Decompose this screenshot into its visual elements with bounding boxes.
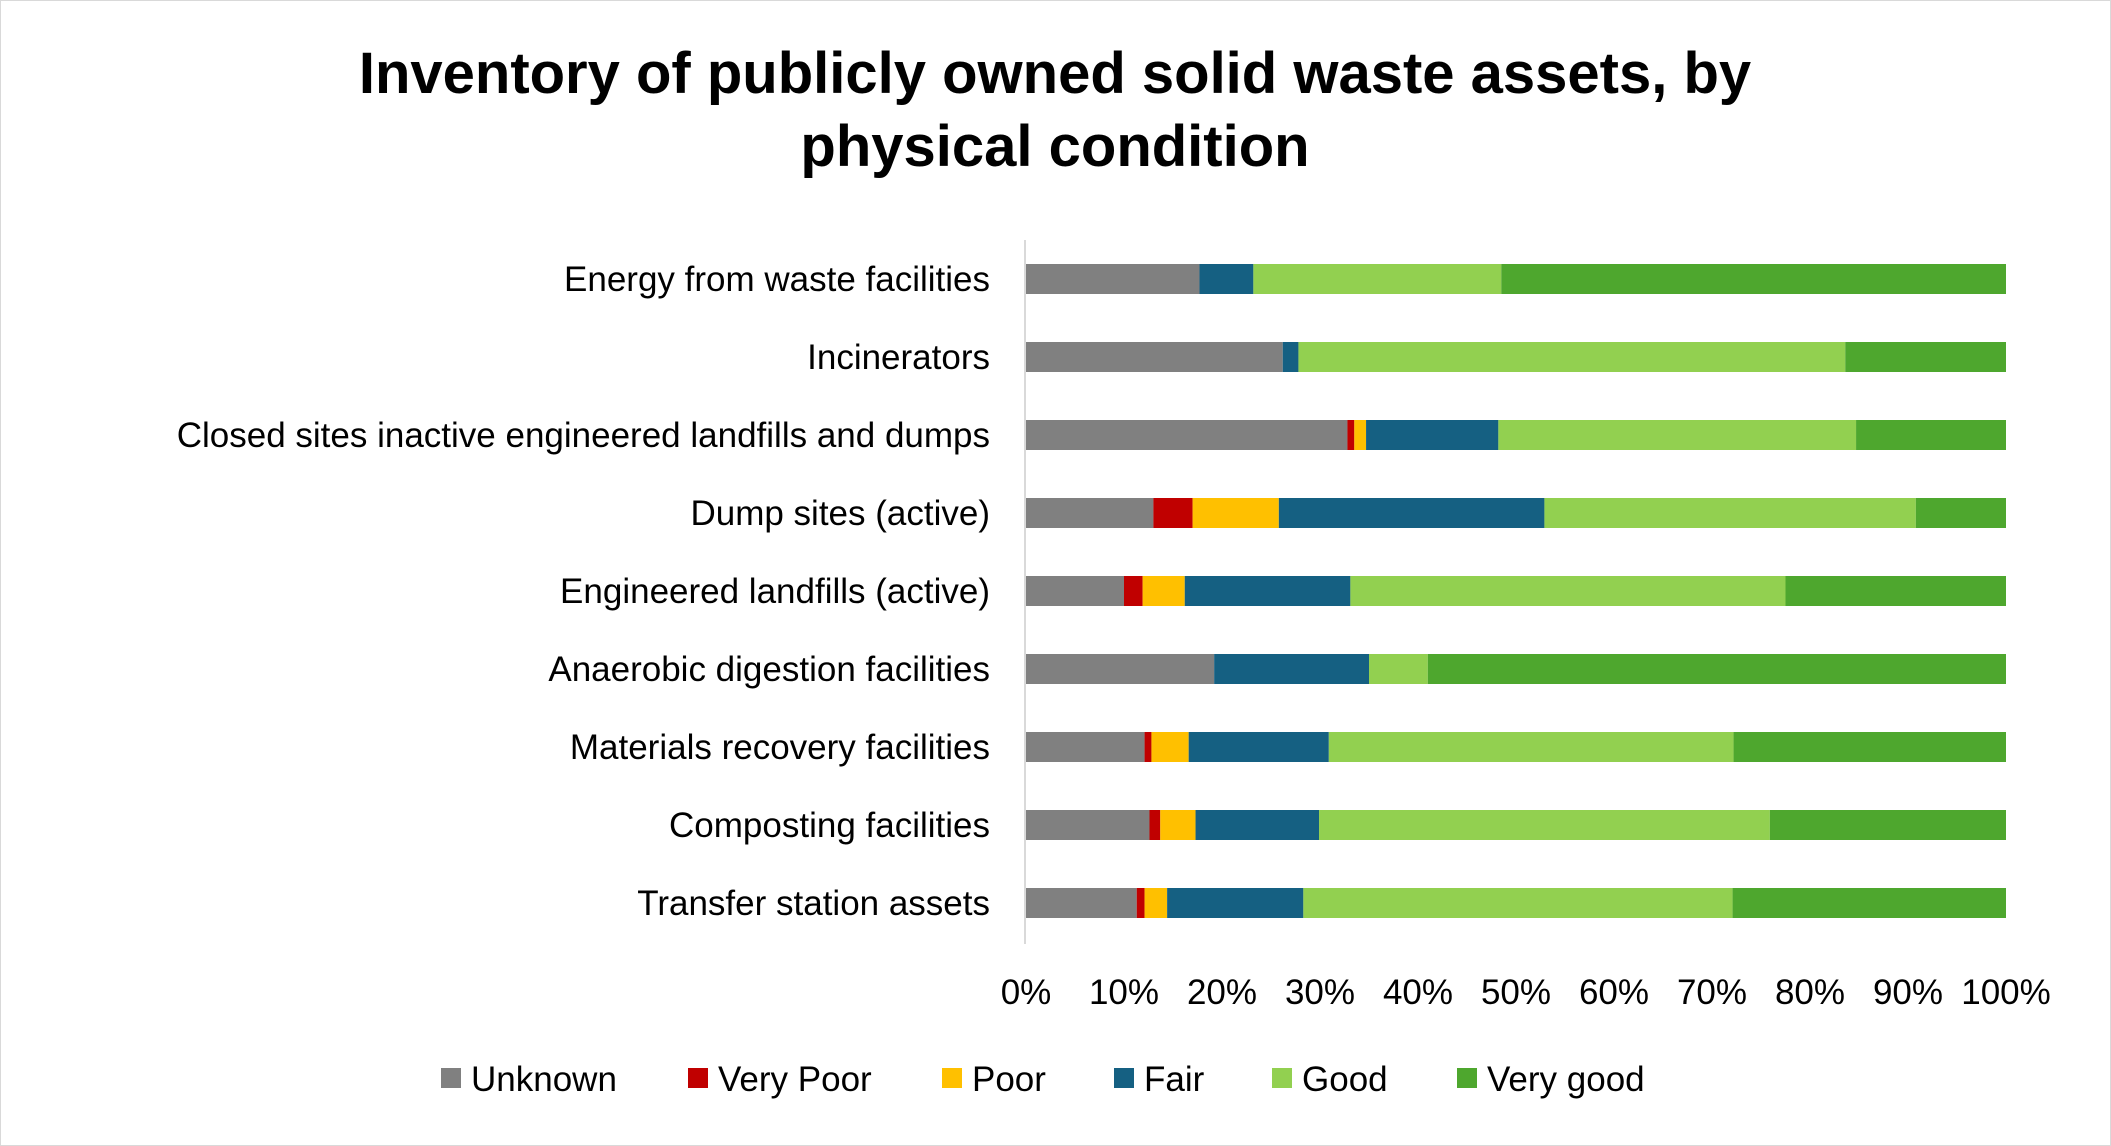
bar-segment-poor <box>1192 498 1279 528</box>
category-label: Anaerobic digestion facilities <box>548 650 990 689</box>
bar-segment-unknown <box>1026 732 1145 762</box>
legend-item: Fair <box>1114 1060 1205 1099</box>
category-label: Composting facilities <box>669 806 990 845</box>
bar-segment-good <box>1253 264 1502 294</box>
bar-segment-unknown <box>1026 888 1137 918</box>
bar-segment-good <box>1369 654 1428 684</box>
bar-segment-very-good <box>1785 576 2006 606</box>
bar-segment-unknown <box>1026 810 1150 840</box>
category-label: Energy from waste facilities <box>564 260 990 299</box>
bar-segment-very-poor <box>1136 888 1145 918</box>
legend-label: Very Poor <box>718 1060 872 1099</box>
bar-segment-fair <box>1188 732 1329 762</box>
bar-segment-poor <box>1144 888 1168 918</box>
bar-segment-very-poor <box>1144 732 1152 762</box>
bar-segment-unknown <box>1026 498 1154 528</box>
bar-segment-good <box>1319 810 1770 840</box>
x-tick-label: 80% <box>1775 973 1845 1012</box>
bar-segment-fair <box>1278 498 1545 528</box>
bar-segment-very-good <box>1427 654 2006 684</box>
category-label: Incinerators <box>807 338 990 377</box>
chart-title-line-1: Inventory of publicly owned solid waste … <box>359 41 1751 106</box>
legend-item: Poor <box>942 1060 1046 1099</box>
legend-label: Poor <box>972 1060 1046 1099</box>
category-label: Closed sites inactive engineered landfil… <box>177 416 990 455</box>
legend-item: Very Poor <box>688 1060 872 1099</box>
legend-swatch <box>1457 1068 1477 1088</box>
x-tick-label: 50% <box>1481 973 1551 1012</box>
category-label: Materials recovery facilities <box>570 728 990 767</box>
bar-segment-good <box>1350 576 1786 606</box>
x-tick-label: 20% <box>1187 973 1257 1012</box>
x-tick-label: 60% <box>1579 973 1649 1012</box>
bar-segment-very-poor <box>1347 420 1355 450</box>
bar-segment-very-good <box>1501 264 2006 294</box>
bar-segment-good <box>1303 888 1733 918</box>
bar-segment-unknown <box>1026 264 1200 294</box>
bar-segment-fair <box>1184 576 1351 606</box>
bar-segment-very-poor <box>1149 810 1161 840</box>
bar-segment-good <box>1544 498 1916 528</box>
legend-swatch <box>1272 1068 1292 1088</box>
bar-segment-good <box>1328 732 1734 762</box>
legend-swatch <box>942 1068 962 1088</box>
bar-segment-poor <box>1160 810 1196 840</box>
legend-label: Good <box>1302 1060 1388 1099</box>
x-tick-label: 10% <box>1089 973 1159 1012</box>
bar-segment-very-good <box>1856 420 2006 450</box>
bar-segment-good <box>1498 420 1857 450</box>
legend-swatch <box>441 1068 461 1088</box>
bar-segment-unknown <box>1026 654 1215 684</box>
bar-segment-fair <box>1167 888 1304 918</box>
x-tick-label: 0% <box>1001 973 1052 1012</box>
bar-segment-very-poor <box>1124 576 1143 606</box>
legend-swatch <box>688 1068 708 1088</box>
bar-segment-very-good <box>1845 342 2006 372</box>
x-tick-label: 30% <box>1285 973 1355 1012</box>
bar-segment-poor <box>1354 420 1367 450</box>
category-label: Transfer station assets <box>637 884 990 923</box>
bar-segment-unknown <box>1026 576 1124 606</box>
x-tick-label: 70% <box>1677 973 1747 1012</box>
bar-segment-very-good <box>1733 732 2006 762</box>
bar-segment-fair <box>1195 810 1320 840</box>
x-tick-label: 100% <box>1961 973 2051 1012</box>
bar-segment-fair <box>1366 420 1499 450</box>
legend-label: Unknown <box>471 1060 617 1099</box>
bar-segment-poor <box>1142 576 1185 606</box>
bar-segment-good <box>1298 342 1846 372</box>
bar-segment-unknown <box>1026 342 1283 372</box>
bar-segment-very-good <box>1732 888 2006 918</box>
bar-segment-unknown <box>1026 420 1348 450</box>
legend-label: Fair <box>1144 1060 1205 1099</box>
legend-item: Unknown <box>441 1060 617 1099</box>
category-label: Engineered landfills (active) <box>560 572 990 611</box>
bar-segment-fair <box>1214 654 1369 684</box>
x-tick-label: 40% <box>1383 973 1453 1012</box>
legend-item: Good <box>1272 1060 1388 1099</box>
legend-item: Very good <box>1457 1060 1645 1099</box>
bar-segment-very-poor <box>1153 498 1193 528</box>
bar-segment-fair <box>1199 264 1254 294</box>
legend-swatch <box>1114 1068 1134 1088</box>
bar-segment-very-good <box>1915 498 2006 528</box>
chart-title-line-2: physical condition <box>800 114 1309 179</box>
bar-segment-very-good <box>1769 810 2006 840</box>
x-tick-label: 90% <box>1873 973 1943 1012</box>
category-label: Dump sites (active) <box>690 494 990 533</box>
bar-segment-poor <box>1151 732 1189 762</box>
bar-segment-fair <box>1282 342 1299 372</box>
legend-label: Very good <box>1487 1060 1645 1099</box>
